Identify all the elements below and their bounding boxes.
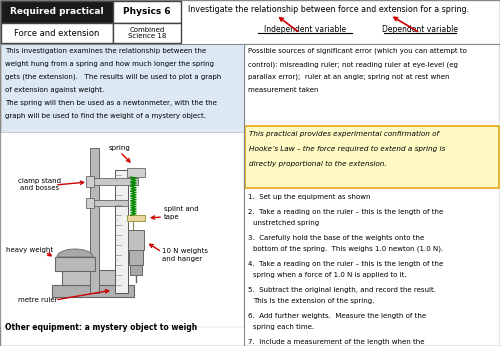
Text: 5.  Subtract the original length, and record the result.: 5. Subtract the original length, and rec… [248, 287, 436, 293]
Text: spring: spring [109, 145, 131, 151]
Bar [127, 168, 145, 177]
Text: Independent variable: Independent variable [264, 26, 346, 35]
Text: This investigation examines the relationship between the: This investigation examines the relation… [5, 48, 206, 54]
Bar [127, 215, 145, 221]
Text: heavy weight: heavy weight [6, 247, 54, 253]
Text: clamp stand
and bosses: clamp stand and bosses [18, 179, 62, 191]
Text: bottom of the spring.  This weighs 1.0 newton (1.0 N).: bottom of the spring. This weighs 1.0 ne… [253, 246, 444, 253]
Bar [245, 44, 499, 122]
Text: Possible sources of significant error (which you can attempt to: Possible sources of significant error (w… [248, 48, 467, 55]
Text: 2.  Take a reading on the ruler – this is the length of the: 2. Take a reading on the ruler – this is… [248, 209, 444, 215]
Text: 4.  Take a reading on the ruler – this is the length of the: 4. Take a reading on the ruler – this is… [248, 261, 444, 267]
Text: metre ruler: metre ruler [18, 297, 58, 303]
Bar [1, 23, 113, 43]
Text: Other equipment: a mystery object to weigh: Other equipment: a mystery object to wei… [5, 324, 197, 333]
Text: 10 N weights
and hanger: 10 N weights and hanger [162, 248, 208, 262]
Text: Combined
Science 18: Combined Science 18 [128, 27, 166, 39]
Bar [1, 132, 244, 327]
Text: spring each time.: spring each time. [253, 324, 314, 330]
Bar [90, 178, 138, 185]
Bar [129, 250, 143, 265]
Text: gets (the extension).   The results will be used to plot a graph: gets (the extension). The results will b… [5, 74, 221, 81]
Text: Required practical: Required practical [10, 8, 104, 17]
Bar [1, 44, 244, 132]
Bar [113, 23, 181, 43]
Text: splint and
tape: splint and tape [164, 207, 198, 219]
Text: measurement taken: measurement taken [248, 87, 318, 93]
Text: 6.  Add further weights.  Measure the length of the: 6. Add further weights. Measure the leng… [248, 313, 426, 319]
Bar [1, 1, 113, 23]
Bar [130, 265, 142, 275]
Text: unstretched spring: unstretched spring [253, 220, 319, 226]
Bar [55, 257, 95, 271]
Text: Dependent variable: Dependent variable [382, 26, 458, 35]
Text: control): misreading ruler; not reading ruler at eye-level (eg: control): misreading ruler; not reading … [248, 61, 458, 67]
Text: Force and extension: Force and extension [14, 28, 100, 37]
Text: This practical provides experimental confirmation of: This practical provides experimental con… [249, 131, 439, 137]
Bar [245, 126, 499, 188]
Bar [128, 230, 144, 250]
Text: spring when a force of 1.0 N is applied to it.: spring when a force of 1.0 N is applied … [253, 272, 406, 278]
Bar [86, 198, 94, 208]
Text: weight hung from a spring and how much longer the spring: weight hung from a spring and how much l… [5, 61, 214, 67]
Text: 1.  Set up the equipment as shown: 1. Set up the equipment as shown [248, 194, 370, 200]
Text: of extension against weight.: of extension against weight. [5, 87, 104, 93]
Text: 7.  Include a measurement of the length when the: 7. Include a measurement of the length w… [248, 339, 424, 345]
Text: 3.  Carefully hold the base of the weights onto the: 3. Carefully hold the base of the weight… [248, 235, 424, 241]
Bar [113, 1, 181, 23]
Text: Hooke’s Law – the force required to extend a spring is: Hooke’s Law – the force required to exte… [249, 146, 446, 152]
Text: parallax error);  ruler at an angle; spring not at rest when: parallax error); ruler at an angle; spri… [248, 74, 450, 81]
Bar [86, 176, 94, 187]
Text: Investigate the relationship between force and extension for a spring.: Investigate the relationship between for… [188, 6, 469, 15]
Bar [115, 170, 128, 293]
Bar [90, 200, 128, 206]
Text: Physics 6: Physics 6 [123, 8, 171, 17]
Text: This is the extension of the spring.: This is the extension of the spring. [253, 298, 374, 304]
Bar [52, 285, 134, 297]
Bar [90, 148, 99, 293]
Text: directly proportional to the extension.: directly proportional to the extension. [249, 161, 386, 167]
Bar [62, 270, 124, 285]
Polygon shape [57, 249, 93, 257]
Text: The spring will then be used as a newtonmeter, with the the: The spring will then be used as a newton… [5, 100, 217, 106]
Text: graph will be used to find the weight of a mystery object.: graph will be used to find the weight of… [5, 113, 206, 119]
